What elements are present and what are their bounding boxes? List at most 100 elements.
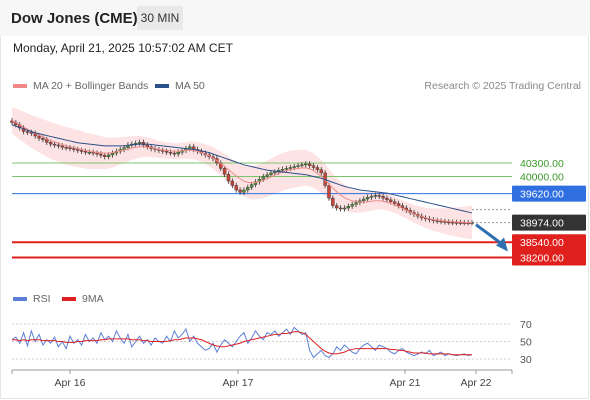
candle-body xyxy=(76,149,80,151)
candle-body xyxy=(273,171,277,174)
rsi-series-1 xyxy=(12,331,472,356)
level-last-3-label: 38974.00 xyxy=(520,218,564,230)
candle-body xyxy=(79,150,84,152)
candle-body xyxy=(25,131,30,133)
rsi-tick-label-1: 50 xyxy=(520,337,532,349)
level-resistance-0-label: 40300.00 xyxy=(520,158,564,170)
candle-body xyxy=(365,196,370,200)
legend-ma20: MA 20 + Bollinger Bands xyxy=(13,80,148,92)
candle-body xyxy=(41,138,45,140)
candle-body xyxy=(52,143,57,146)
candle-body xyxy=(249,184,254,188)
symbol-title: Dow Jones (CME) xyxy=(11,10,138,27)
candle-body xyxy=(284,168,289,170)
rsi-swatch xyxy=(13,297,27,301)
candle-body xyxy=(265,174,269,177)
candle-body xyxy=(331,197,335,206)
ma20-line xyxy=(11,119,473,224)
candle-body xyxy=(373,195,378,197)
candle-body xyxy=(381,196,385,199)
x-tick-label-3: Apr 22 xyxy=(461,377,492,389)
candle-body xyxy=(338,207,343,210)
rsi-ma-label: 9MA xyxy=(82,293,104,305)
candle-body xyxy=(296,165,300,167)
ma50-line xyxy=(11,124,473,214)
rsi-ma-swatch xyxy=(62,297,76,301)
candle-body xyxy=(103,155,107,157)
candle-body xyxy=(230,180,235,186)
candle-body xyxy=(362,198,366,201)
level-support-5-label: 38200.00 xyxy=(520,253,564,265)
candle-body xyxy=(87,151,92,154)
candle-body xyxy=(238,189,242,193)
forecast-arrow-shaft xyxy=(475,223,505,247)
level-pivot-2-label: 39620.00 xyxy=(520,189,564,201)
candle-body xyxy=(234,185,238,191)
candle-body xyxy=(389,199,393,202)
candle-body xyxy=(327,185,331,199)
candle-body xyxy=(450,221,455,224)
ma20-swatch xyxy=(13,84,27,88)
candle-body xyxy=(164,151,169,153)
level-support-4-label: 38540.00 xyxy=(520,237,564,249)
rsi-label: RSI xyxy=(33,293,51,305)
candle-body xyxy=(377,195,381,197)
candle-body xyxy=(176,151,180,155)
candle-body xyxy=(447,221,451,224)
level-support-4-tag xyxy=(512,234,586,251)
candle-body xyxy=(288,167,293,169)
candle-body xyxy=(95,152,99,155)
candle-body xyxy=(99,153,103,156)
candle-body xyxy=(304,163,308,166)
candle-body xyxy=(292,166,296,168)
candle-body xyxy=(350,204,354,207)
candle-body xyxy=(29,132,34,134)
candle-body xyxy=(392,201,397,204)
ma50-swatch xyxy=(155,84,169,88)
candle-body xyxy=(300,164,304,167)
x-tick-label-2: Apr 21 xyxy=(390,377,421,389)
forecast-arrow-head xyxy=(496,237,508,252)
candle-body xyxy=(454,222,459,224)
candle-body xyxy=(311,165,316,168)
candle-body xyxy=(307,163,312,166)
x-tick-label-0: Apr 16 xyxy=(55,377,86,389)
rsi-tick-label-2: 30 xyxy=(520,354,532,366)
chart-header: Dow Jones (CME) 30 MIN xyxy=(0,0,590,36)
candle-body xyxy=(396,203,401,206)
ma20-label: MA 20 + Bollinger Bands xyxy=(33,80,149,92)
candle-body xyxy=(335,205,339,209)
candle-body xyxy=(242,189,246,193)
level-pivot-2-tag xyxy=(512,185,586,202)
candle-body xyxy=(172,152,177,155)
candle-body xyxy=(64,147,68,149)
bollinger-band xyxy=(12,106,472,240)
candle-body xyxy=(145,144,149,147)
timestamp: Monday, April 21, 2025 10:57:02 AM CET xyxy=(13,41,233,55)
timeframe-button[interactable]: 30 MIN xyxy=(137,6,183,30)
candle-body xyxy=(342,207,347,210)
candle-body xyxy=(315,167,320,170)
candle-body xyxy=(470,222,474,224)
ma50-label: MA 50 xyxy=(175,80,205,92)
candle-body xyxy=(56,144,61,147)
candle-body xyxy=(346,205,351,209)
candle-body xyxy=(354,202,358,205)
candle-body xyxy=(45,139,49,143)
candle-body xyxy=(106,154,111,157)
candle-body xyxy=(48,142,53,145)
candle-body xyxy=(269,172,273,175)
level-last-3-tag xyxy=(512,214,586,231)
candle-body xyxy=(168,151,173,154)
candle-body xyxy=(37,135,41,139)
candle-body xyxy=(188,146,192,149)
candle-body xyxy=(261,176,265,180)
level-resistance-1-label: 40000.00 xyxy=(520,172,564,184)
rsi-tick-label-0: 70 xyxy=(520,319,532,331)
candle-body xyxy=(319,169,323,174)
level-support-5-tag xyxy=(512,249,586,266)
candle-body xyxy=(83,151,88,153)
candle-body xyxy=(72,148,76,150)
candle-body xyxy=(222,168,227,175)
